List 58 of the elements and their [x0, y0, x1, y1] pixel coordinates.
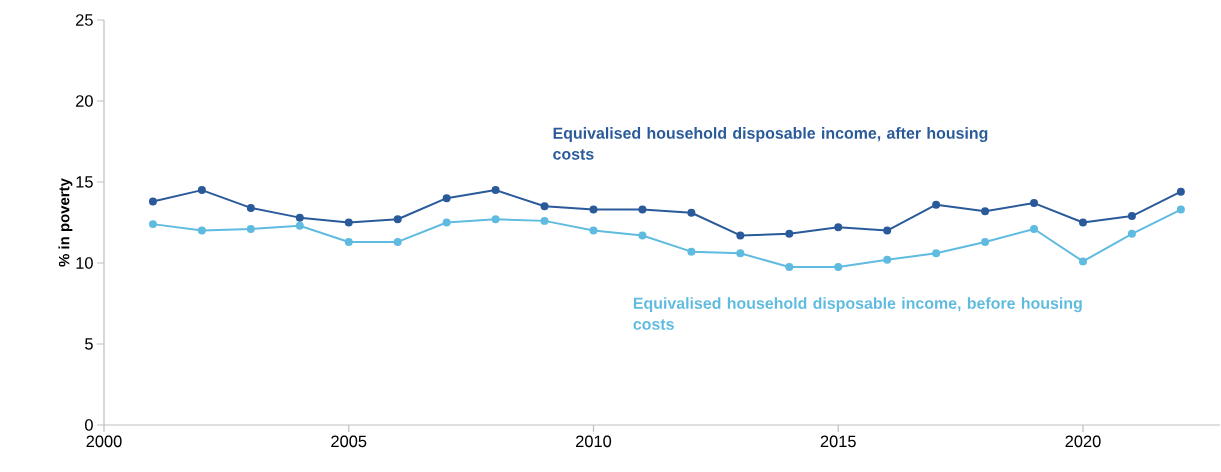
point [932, 200, 941, 209]
text: Equivalised household disposable income, before housing costs [633, 297, 1082, 330]
point [393, 237, 402, 246]
point [638, 205, 647, 214]
y-tick-label: 5 [85, 338, 93, 350]
y-tick-label: 15 [76, 176, 93, 188]
point [1127, 212, 1136, 221]
point [1127, 229, 1136, 238]
x-tick-label: 2000 [86, 435, 122, 448]
point [883, 226, 892, 235]
text: Equivalised household disposable income, after housing costs [553, 127, 988, 160]
point [442, 194, 451, 203]
x-tick-label: 2010 [576, 435, 612, 448]
point [393, 215, 402, 224]
point [197, 186, 206, 195]
x-tick-label: 2005 [331, 435, 367, 448]
point [883, 255, 892, 264]
point [932, 249, 941, 258]
point [589, 226, 598, 235]
y-tick-label: 25 [76, 14, 93, 26]
point [687, 247, 696, 256]
point [491, 215, 500, 224]
point [736, 231, 745, 240]
point [344, 237, 353, 246]
point [295, 213, 304, 222]
point [246, 203, 255, 212]
point [736, 249, 745, 258]
point [981, 237, 990, 246]
point [1078, 257, 1087, 266]
point [834, 263, 843, 272]
point [148, 220, 157, 229]
point [197, 226, 206, 235]
point [1030, 199, 1039, 208]
point [834, 223, 843, 232]
point [295, 221, 304, 230]
point [442, 218, 451, 227]
point [589, 205, 598, 214]
point [344, 218, 353, 227]
x-tick-label: 2020 [1065, 435, 1101, 448]
x-tick-label: 2015 [820, 435, 856, 448]
point [246, 224, 255, 233]
y-axis-title: % in poverty [58, 178, 73, 267]
point [687, 208, 696, 217]
point [1078, 218, 1087, 227]
y-tick-label: 0 [85, 419, 93, 431]
point [638, 231, 647, 240]
point [148, 197, 157, 206]
point [491, 186, 500, 195]
point [1176, 205, 1185, 214]
y-tick-label: 20 [76, 95, 93, 107]
point [540, 216, 549, 225]
point [785, 263, 794, 272]
y-tick-label: 10 [76, 257, 93, 269]
point [1030, 224, 1039, 233]
point [785, 229, 794, 238]
point [1176, 187, 1185, 196]
point [981, 207, 990, 216]
point [540, 202, 549, 211]
